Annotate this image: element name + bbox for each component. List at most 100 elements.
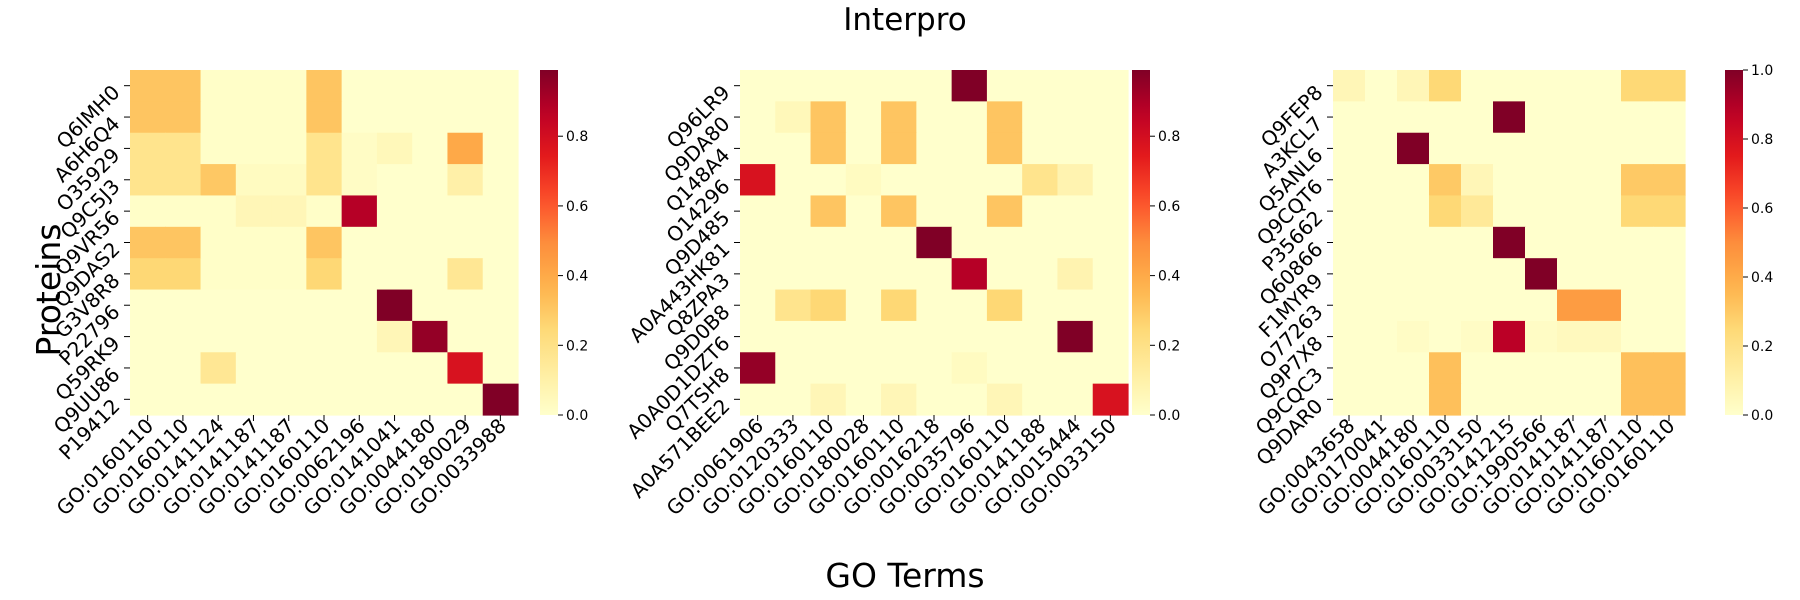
heatmap-cell: [1621, 70, 1654, 102]
heatmap-cell: [986, 226, 1023, 259]
heatmap-cell: [986, 195, 1023, 228]
colorbar-tick-label: 0.6: [1751, 201, 1773, 217]
heatmap-cell: [881, 383, 917, 416]
heatmap-cell: [482, 226, 519, 259]
heatmap-cell: [482, 352, 519, 385]
heatmap-cell: [1092, 101, 1129, 134]
heatmap-cell: [1653, 70, 1686, 102]
heatmap-cell: [1653, 289, 1686, 322]
heatmap-cell: [1022, 164, 1059, 197]
heatmap-cell: [1525, 164, 1558, 197]
heatmap-cell: [986, 258, 1023, 291]
heatmap-cell: [1333, 226, 1366, 259]
heatmap-cell: [775, 352, 812, 385]
heatmap-cell: [447, 320, 484, 353]
heatmap-cell: [200, 320, 237, 353]
heatmap-cell: [986, 164, 1023, 197]
heatmap-cell: [1092, 132, 1129, 165]
heatmap-cell: [271, 164, 307, 197]
heatmap-cell: [412, 383, 449, 416]
heatmap-cell: [1022, 101, 1059, 134]
heatmap-cell: [1653, 101, 1686, 134]
heatmap-cell: [447, 383, 484, 416]
heatmap-cell: [130, 258, 166, 291]
heatmap-cell: [1493, 164, 1526, 197]
heatmap-cell: [1365, 320, 1398, 353]
heatmap-cell: [845, 289, 882, 322]
heatmap-cell: [376, 226, 413, 259]
heatmap-cell: [165, 70, 202, 102]
heatmap-cell: [1022, 289, 1059, 322]
heatmap-cell: [951, 164, 988, 197]
heatmap-cell: [740, 383, 776, 416]
heatmap-cell: [341, 352, 378, 385]
heatmap-cell: [951, 101, 988, 134]
heatmap-cell: [306, 320, 343, 353]
heatmap-cell: [1589, 101, 1622, 134]
heatmap-cell: [376, 258, 413, 291]
heatmap-cell: [235, 164, 272, 197]
heatmap-cell: [810, 226, 847, 259]
heatmap-cell: [951, 70, 988, 102]
heatmap-cell: [845, 320, 882, 353]
heatmap-cell: [1429, 289, 1462, 322]
heatmap-cell: [1461, 164, 1494, 197]
heatmap-cell: [235, 195, 272, 228]
heatmap-cell: [881, 132, 917, 165]
heatmap-cell: [1589, 132, 1622, 165]
heatmap-cell: [1333, 132, 1366, 165]
colorbar-tick-label: 0.4: [1751, 270, 1773, 286]
heatmap-cell: [845, 383, 882, 416]
heatmap-cell: [1365, 164, 1398, 197]
heatmap-cell: [482, 132, 519, 165]
heatmap-cell: [165, 258, 202, 291]
heatmap-cell: [1429, 164, 1462, 197]
heatmap-cell: [1557, 132, 1590, 165]
heatmap-cell: [130, 101, 166, 134]
heatmap-cell: [1621, 383, 1654, 416]
heatmap-cell: [341, 132, 378, 165]
heatmap-cell: [845, 352, 882, 385]
heatmap-cell: [1653, 320, 1686, 353]
heatmap-cell: [1397, 164, 1430, 197]
heatmap-cell: [412, 320, 449, 353]
heatmap-cell: [447, 352, 484, 385]
heatmap-cell: [775, 383, 812, 416]
heatmap-cell: [1429, 195, 1462, 228]
heatmap-cell: [845, 132, 882, 165]
heatmap-cell: [951, 289, 988, 322]
heatmap-cell: [1621, 164, 1654, 197]
heatmap-cell: [271, 289, 307, 322]
heatmap-cell: [810, 132, 847, 165]
heatmap-cell: [881, 258, 917, 291]
heatmap-cell: [412, 258, 449, 291]
heatmap-cell: [447, 101, 484, 134]
colorbar-tick-label: 0.2: [1158, 338, 1180, 354]
heatmap-cell: [1057, 70, 1094, 102]
heatmap-cell: [341, 164, 378, 197]
heatmap-cell: [1589, 226, 1622, 259]
heatmap-cell: [1557, 164, 1590, 197]
heatmap-cell: [271, 70, 307, 102]
heatmap-cell: [130, 383, 166, 416]
heatmap-cell: [412, 101, 449, 134]
heatmap-cell: [1461, 195, 1494, 228]
heatmap-cell: [916, 289, 953, 322]
colorbar-tick-label: 0.0: [1751, 408, 1773, 424]
heatmap-cell: [1092, 352, 1129, 385]
heatmap-cell: [1621, 101, 1654, 134]
heatmap-cell: [482, 289, 519, 322]
heatmap-cell: [775, 70, 812, 102]
heatmap-cell: [986, 101, 1023, 134]
heatmap-cell: [740, 352, 776, 385]
heatmap-cell: [1333, 289, 1366, 322]
heatmap-cell: [810, 352, 847, 385]
heatmap-cell: [1621, 195, 1654, 228]
heatmap-cell: [235, 132, 272, 165]
heatmap-cell: [1525, 70, 1558, 102]
heatmap-cell: [306, 164, 343, 197]
heatmap-cell: [1493, 101, 1526, 134]
heatmap-cell: [916, 226, 953, 259]
heatmap-cell: [165, 320, 202, 353]
